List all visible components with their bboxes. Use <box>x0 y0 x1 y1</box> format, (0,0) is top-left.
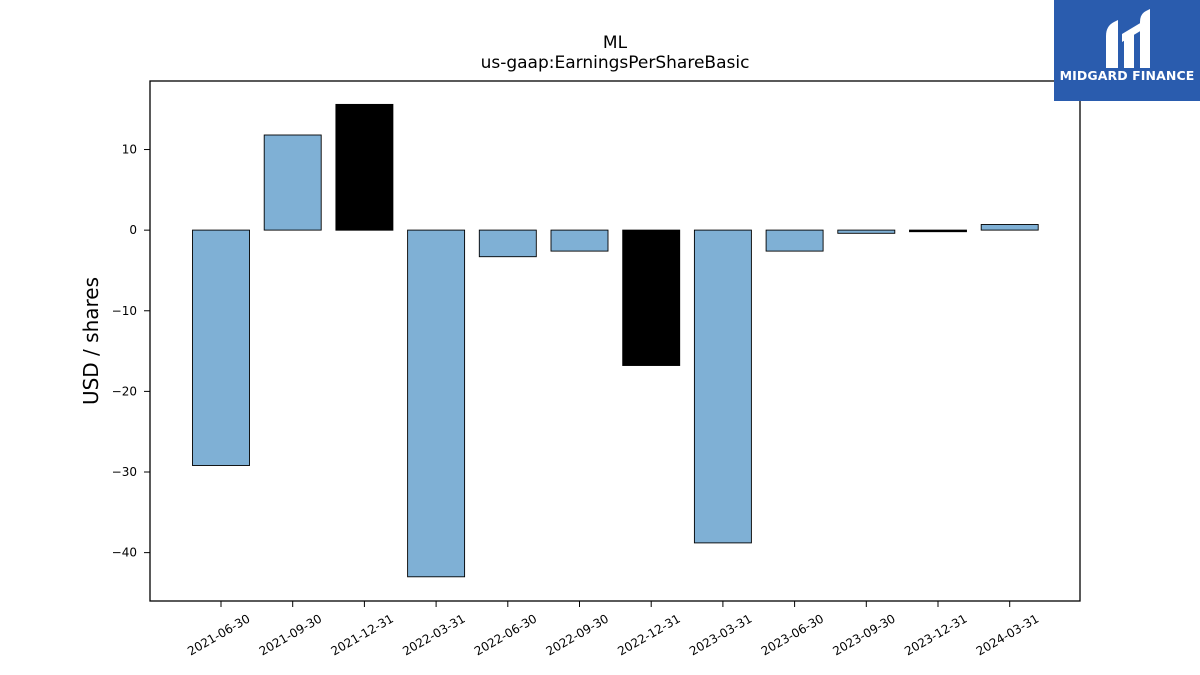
bar-2022-06-30 <box>478 229 537 258</box>
bar-2023-09-30 <box>837 229 896 234</box>
x-tick-label: 2022-12-31 <box>615 611 682 658</box>
bar-group <box>192 103 1039 578</box>
y-axis-label: USD / shares <box>79 277 103 405</box>
x-tick-label: 2021-12-31 <box>328 611 395 658</box>
x-tick-label: 2022-09-30 <box>544 611 611 658</box>
x-tick-label: 2023-09-30 <box>830 611 897 658</box>
y-tick-label: −40 <box>112 546 137 560</box>
y-axis-ticks: 10 0 −10 −20 −30 −40 <box>112 143 150 560</box>
x-tick-label: 2024-03-31 <box>974 611 1041 658</box>
bar-2023-03-31 <box>693 229 752 544</box>
bar-2021-09-30 <box>263 134 322 231</box>
bar-2022-12-31 <box>622 229 681 366</box>
y-tick-label: −30 <box>112 465 137 479</box>
y-tick-label: −20 <box>112 384 137 398</box>
bar-2022-09-30 <box>550 229 609 252</box>
bar-2023-12-31 <box>909 229 967 233</box>
x-tick-label: 2023-03-31 <box>687 611 754 658</box>
y-tick-label: 10 <box>122 143 137 157</box>
x-tick-label: 2022-03-31 <box>400 611 467 658</box>
x-tick-label: 2023-12-31 <box>902 611 969 658</box>
bar-2024-03-31 <box>980 224 1039 231</box>
bar-2021-06-30 <box>192 229 250 466</box>
plot-frame <box>149 80 1081 602</box>
x-tick-label: 2021-06-30 <box>185 611 252 658</box>
y-tick-label: 0 <box>129 223 137 237</box>
bar-2021-12-31 <box>335 103 394 231</box>
x-tick-label: 2023-06-30 <box>759 611 826 658</box>
bar-2023-06-30 <box>765 229 824 252</box>
midgard-logo-icon <box>1106 9 1150 68</box>
y-tick-label: −10 <box>112 304 137 318</box>
brand-name: MIDGARD FINANCE <box>1059 68 1195 83</box>
bar-2022-03-31 <box>407 229 466 578</box>
chart-subtitle: us-gaap:EarningsPerShareBasic <box>481 53 750 73</box>
x-axis-ticks: 2021-06-30 2021-09-30 2021-12-31 2022-03-31… <box>185 601 1041 658</box>
chart-title: ML <box>603 33 628 53</box>
x-tick-label: 2022-06-30 <box>472 611 539 658</box>
x-tick-label: 2021-09-30 <box>257 611 324 658</box>
brand-logo: MIDGARD FINANCE <box>1054 0 1200 101</box>
